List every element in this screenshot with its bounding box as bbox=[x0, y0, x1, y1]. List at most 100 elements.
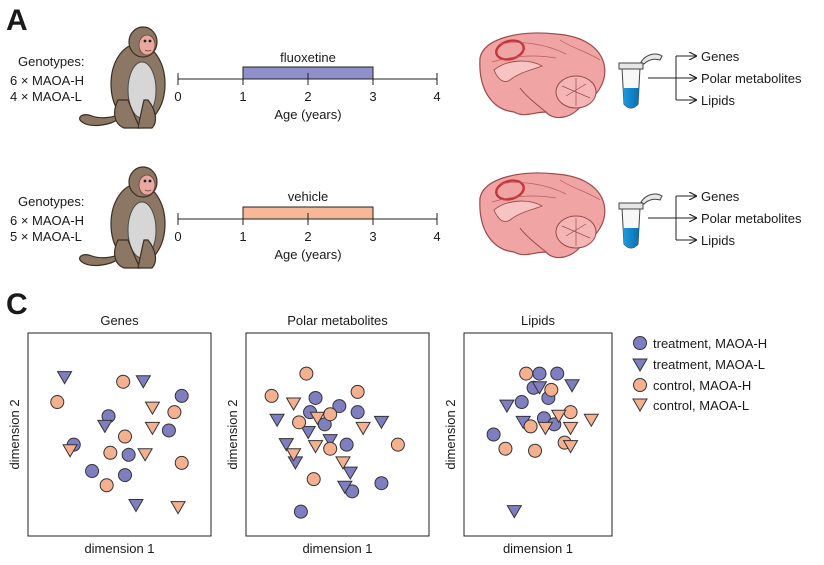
data-point bbox=[137, 448, 153, 462]
axis-label-age: Age (years) bbox=[274, 107, 341, 122]
data-point bbox=[85, 464, 100, 479]
timeline-fluoxetine: fluoxetine 0 1 2 3 4 Age (years) bbox=[174, 50, 440, 122]
data-point bbox=[531, 381, 548, 395]
tick-label: 2 bbox=[304, 229, 311, 244]
data-point bbox=[135, 375, 152, 389]
data-point bbox=[550, 409, 567, 424]
output-polar-metabolites: Polar metabolites bbox=[701, 211, 802, 226]
brain-icon bbox=[479, 172, 606, 259]
data-point bbox=[486, 427, 501, 442]
x-axis-label: dimension 1 bbox=[302, 541, 372, 556]
output-polar-metabolites: Polar metabolites bbox=[701, 71, 802, 86]
tick-label: 0 bbox=[174, 229, 181, 244]
data-point bbox=[299, 366, 314, 381]
genotype-line-maoa-l: 4 × MAOA-L bbox=[10, 89, 82, 104]
data-point bbox=[99, 478, 114, 493]
panel-a-row-1: Genotypes: 6 × MAOA-H 4 × MAOA-L fluoxet… bbox=[10, 26, 802, 129]
data-point bbox=[332, 399, 347, 414]
data-point bbox=[498, 441, 513, 456]
data-point bbox=[563, 405, 578, 420]
data-point bbox=[583, 413, 600, 428]
data-point bbox=[336, 480, 353, 495]
legend-marker-control-maoa-h bbox=[633, 378, 647, 392]
genotypes-label: Genotypes: bbox=[18, 194, 85, 209]
panel-c-letter: C bbox=[6, 288, 28, 321]
tube-icon bbox=[618, 53, 663, 109]
data-point bbox=[562, 440, 579, 454]
data-point bbox=[300, 425, 317, 440]
data-point bbox=[309, 411, 326, 426]
data-point bbox=[121, 447, 136, 462]
panel-a-letter: A bbox=[6, 4, 28, 37]
output-arrows bbox=[648, 196, 696, 240]
output-genes: Genes bbox=[701, 189, 740, 204]
data-point bbox=[564, 379, 580, 393]
legend-marker-treatment-maoa-l bbox=[632, 358, 648, 372]
data-point bbox=[161, 423, 176, 438]
data-point bbox=[374, 476, 389, 491]
genotype-line-maoa-h: 6 × MAOA-H bbox=[10, 213, 84, 228]
genotypes-label: Genotypes: bbox=[18, 54, 85, 69]
data-point bbox=[528, 443, 543, 458]
scatter-plot-0: Genes dimension 1 dimension 2 bbox=[7, 313, 212, 556]
x-axis-label: dimension 1 bbox=[84, 541, 154, 556]
data-point bbox=[350, 405, 365, 420]
data-point bbox=[390, 437, 405, 452]
plot-title: Genes bbox=[100, 313, 139, 328]
x-axis-label: dimension 1 bbox=[503, 541, 573, 556]
brain-region-marker bbox=[495, 179, 525, 201]
data-point bbox=[128, 499, 144, 513]
data-point bbox=[170, 501, 186, 515]
legend-label: control, MAOA-H bbox=[653, 378, 751, 393]
legend-marker-control-maoa-l bbox=[632, 398, 648, 412]
data-point bbox=[174, 455, 189, 470]
monkey-icon bbox=[79, 166, 166, 269]
timeline-vehicle: vehicle 0 1 2 3 4 Age (years) bbox=[174, 189, 440, 262]
data-point bbox=[537, 421, 554, 436]
output-genes: Genes bbox=[701, 49, 740, 64]
data-point bbox=[285, 397, 302, 412]
output-lipids: Lipids bbox=[701, 93, 735, 108]
genotype-line-maoa-h: 6 × MAOA-H bbox=[10, 73, 84, 88]
data-point bbox=[506, 505, 523, 519]
treatment-label-fluoxetine: fluoxetine bbox=[280, 50, 336, 65]
legend-label: treatment, MAOA-H bbox=[653, 336, 767, 351]
data-point bbox=[350, 384, 365, 399]
data-point bbox=[323, 441, 338, 456]
tick-label: 1 bbox=[239, 89, 246, 104]
output-arrows bbox=[648, 56, 696, 100]
tick-label: 4 bbox=[433, 229, 440, 244]
data-point bbox=[322, 434, 339, 448]
data-point bbox=[285, 448, 302, 462]
y-axis-label: dimension 2 bbox=[443, 399, 458, 469]
data-point bbox=[519, 366, 534, 381]
data-point bbox=[355, 421, 371, 436]
data-point bbox=[116, 374, 131, 389]
data-point bbox=[50, 395, 65, 410]
tick-label: 3 bbox=[369, 229, 376, 244]
tick-label: 0 bbox=[174, 89, 181, 104]
monkey-icon bbox=[79, 26, 166, 129]
legend-label: control, MAOA-L bbox=[653, 398, 749, 413]
tube-icon bbox=[618, 193, 663, 249]
plot-title: Lipids bbox=[521, 313, 555, 328]
treatment-label-vehicle: vehicle bbox=[288, 189, 328, 204]
data-point bbox=[117, 429, 132, 444]
data-point bbox=[62, 444, 78, 458]
data-point bbox=[96, 419, 113, 434]
tick-label: 1 bbox=[239, 229, 246, 244]
scatter-plot-2: Lipids dimension 1 dimension 2 bbox=[443, 313, 613, 556]
tick-label: 4 bbox=[433, 89, 440, 104]
genotype-line-maoa-l: 5 × MAOA-L bbox=[10, 229, 82, 244]
scatter-plots: Genes dimension 1 dimension 2 Polar metabol… bbox=[7, 313, 613, 556]
data-point bbox=[514, 395, 529, 410]
data-point bbox=[339, 437, 354, 452]
panel-a-row-2: Genotypes: 6 × MAOA-H 5 × MAOA-L vehicle… bbox=[10, 166, 802, 269]
scatter-plot-1: Polar metabolites dimension 1 dimension 2 bbox=[225, 313, 430, 556]
plot-frame bbox=[463, 332, 613, 537]
data-point bbox=[335, 456, 351, 470]
legend-marker-treatment-maoa-h bbox=[633, 336, 647, 350]
tick-label: 3 bbox=[369, 89, 376, 104]
data-point bbox=[117, 468, 132, 483]
